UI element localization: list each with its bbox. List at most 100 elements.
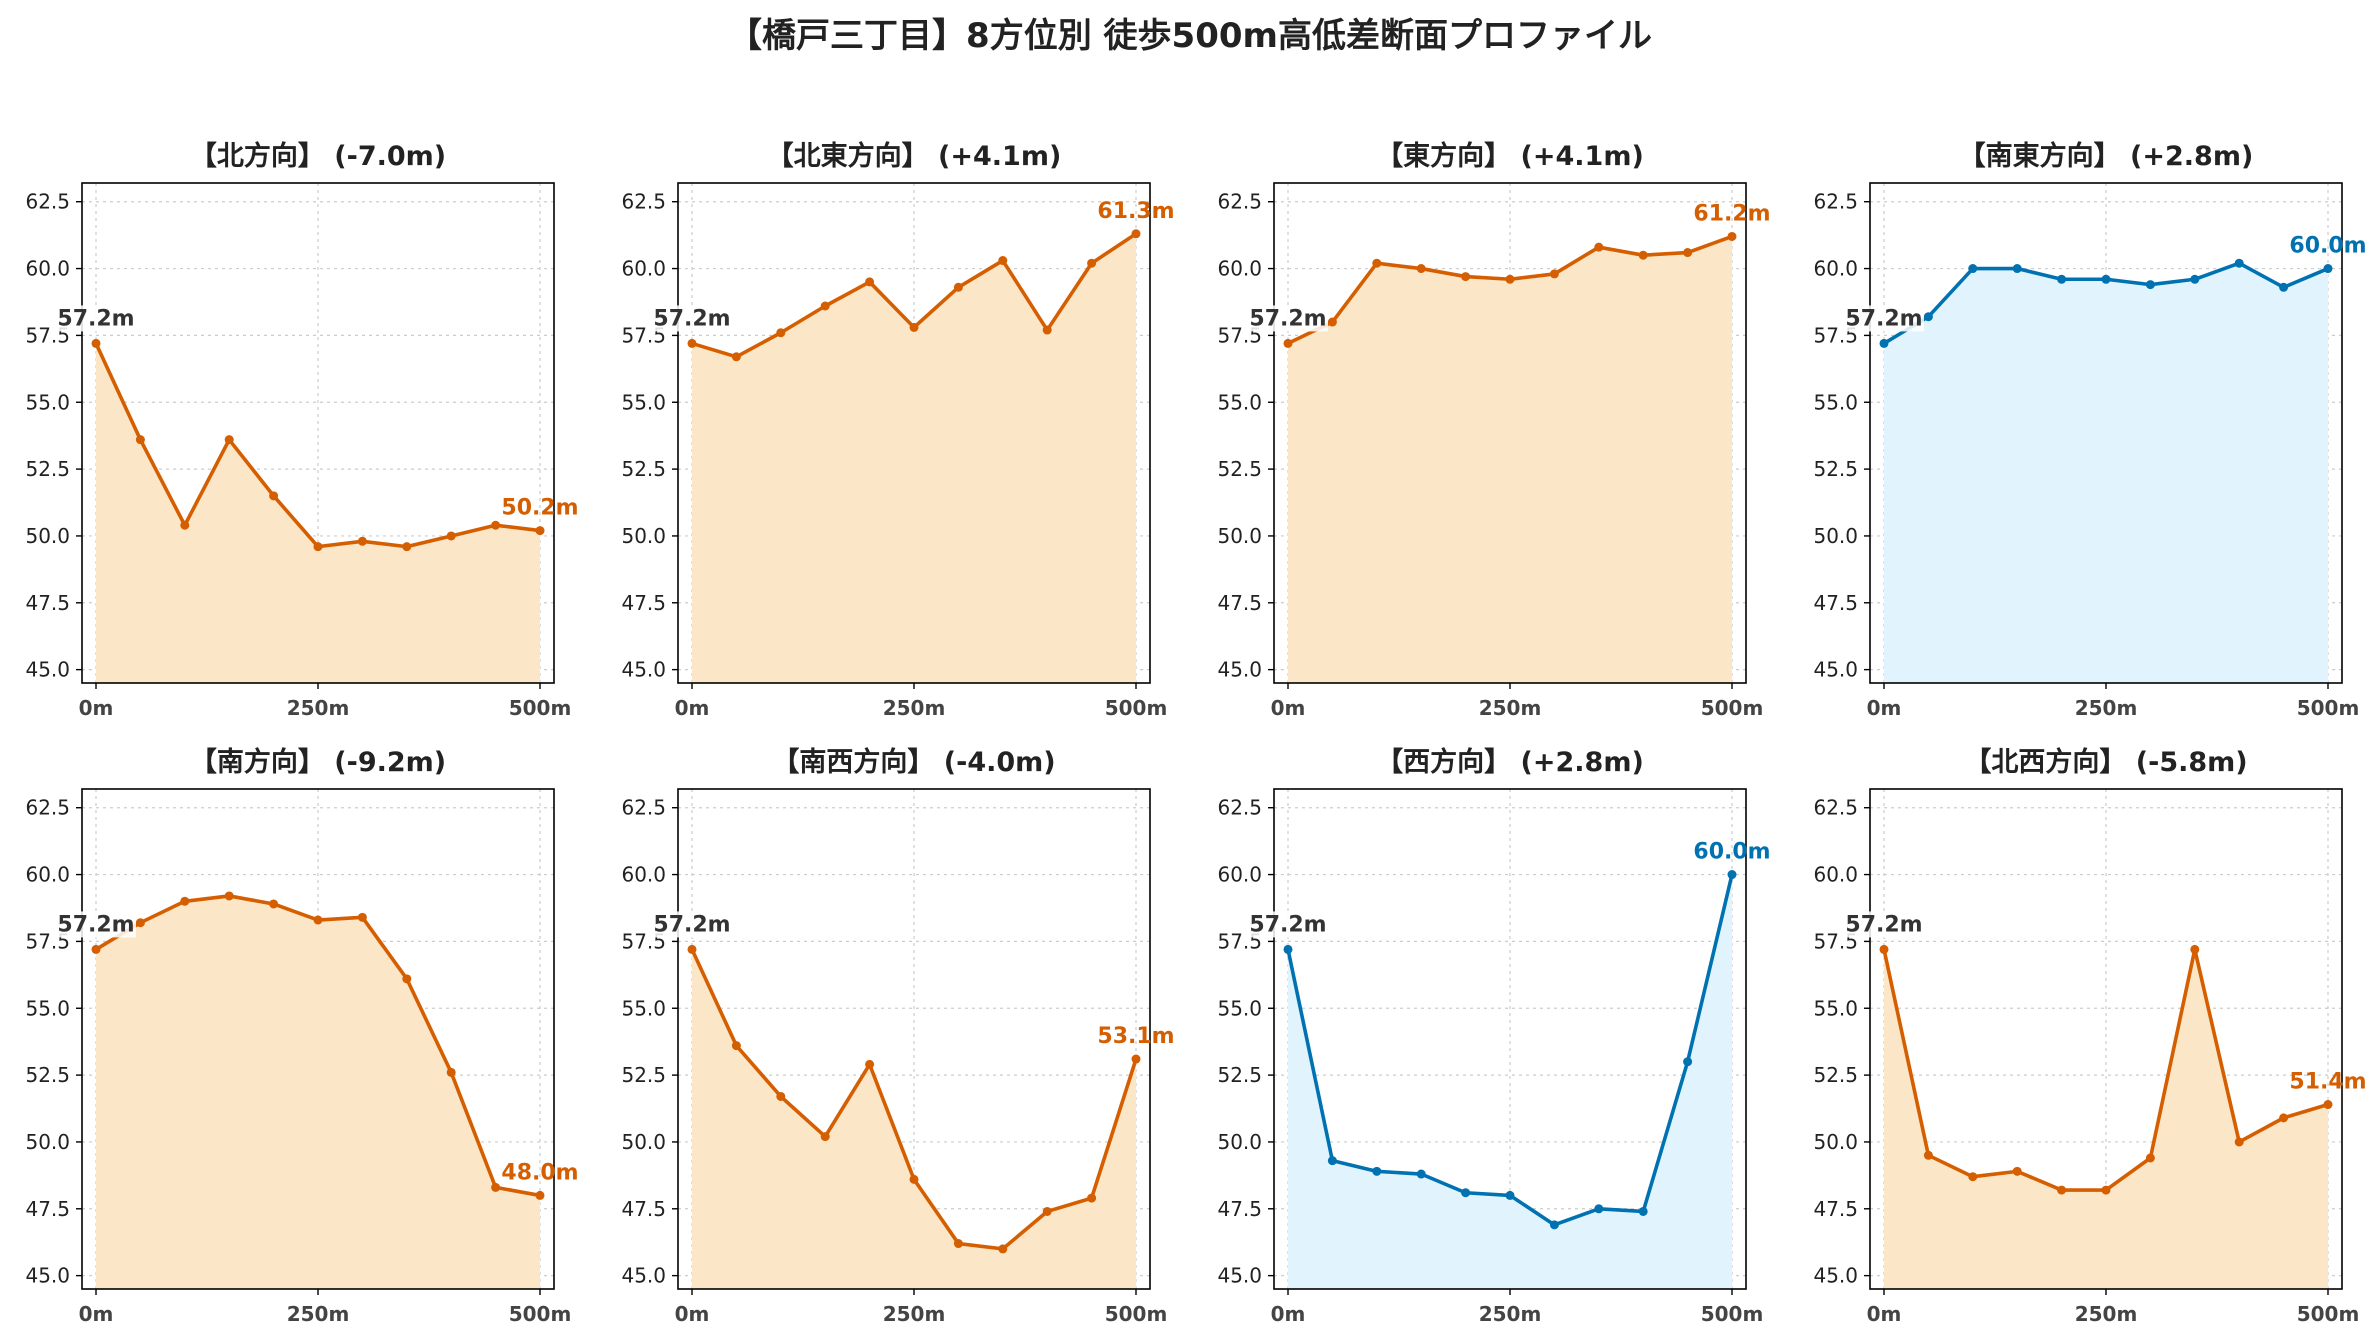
start-label: 57.2m (57, 306, 134, 331)
y-tick-label: 45.0 (25, 658, 70, 682)
y-tick-label: 55.0 (1813, 996, 1858, 1020)
x-tick-label: 500m (1105, 1302, 1168, 1326)
start-label-background (652, 305, 732, 332)
start-label-background (1248, 911, 1328, 938)
data-point (535, 526, 545, 536)
chart-panel: 【南方向】 (-9.2m)45.047.550.052.555.057.560.… (25, 746, 578, 1326)
data-point (224, 435, 234, 445)
x-tick-label: 500m (1701, 1302, 1764, 1326)
data-point (2145, 1153, 2155, 1163)
x-tick-label: 250m (1479, 1302, 1542, 1326)
y-tick-label: 62.5 (621, 190, 666, 214)
start-label: 57.2m (653, 306, 730, 331)
y-tick-label: 60.0 (1217, 863, 1262, 887)
data-point (535, 1190, 545, 1200)
data-point (180, 520, 190, 530)
data-point (2101, 274, 2111, 284)
data-point (1283, 338, 1293, 348)
data-point (2279, 282, 2289, 292)
y-tick-label: 52.5 (621, 457, 666, 481)
data-point (865, 1059, 875, 1069)
data-point (2012, 1166, 2022, 1176)
data-point (2012, 264, 2022, 274)
y-tick-label: 45.0 (25, 1264, 70, 1288)
x-tick-label: 0m (79, 1302, 114, 1326)
data-point (1727, 231, 1737, 241)
y-tick-label: 50.0 (621, 524, 666, 548)
x-tick-label: 500m (509, 1302, 572, 1326)
data-point (402, 974, 412, 984)
data-point (1879, 338, 1889, 348)
data-point (313, 542, 323, 552)
elevation-area (1288, 236, 1732, 683)
data-point (357, 536, 367, 546)
x-tick-label: 0m (1867, 1302, 1902, 1326)
x-tick-label: 500m (2297, 1302, 2360, 1326)
y-tick-label: 60.0 (621, 863, 666, 887)
y-tick-label: 50.0 (1813, 524, 1858, 548)
x-tick-label: 500m (2297, 696, 2360, 720)
data-point (1683, 1057, 1693, 1067)
data-point (1087, 258, 1097, 268)
y-tick-label: 50.0 (25, 1130, 70, 1154)
data-point (687, 944, 697, 954)
data-point (1131, 229, 1141, 239)
y-tick-label: 62.5 (621, 796, 666, 820)
y-tick-label: 60.0 (1217, 257, 1262, 281)
data-point (1594, 1204, 1604, 1214)
data-point (1416, 264, 1426, 274)
data-point (1683, 248, 1693, 258)
elevation-area (692, 233, 1136, 684)
y-tick-label: 47.5 (1813, 1197, 1858, 1221)
data-point (731, 1041, 741, 1051)
data-point (491, 520, 501, 530)
data-point (357, 912, 367, 922)
y-tick-label: 45.0 (621, 658, 666, 682)
x-tick-label: 250m (2075, 696, 2138, 720)
chart-panel: 【北西方向】 (-5.8m)45.047.550.052.555.057.560… (1813, 746, 2366, 1326)
x-tick-label: 0m (1271, 696, 1306, 720)
data-point (2057, 274, 2067, 284)
chart-title: 【北西方向】 (-5.8m) (1964, 746, 2247, 778)
start-label: 57.2m (1845, 912, 1922, 937)
y-tick-label: 47.5 (1217, 1197, 1262, 1221)
y-tick-label: 50.0 (1813, 1130, 1858, 1154)
data-point (180, 896, 190, 906)
data-point (2101, 1185, 2111, 1195)
chart-panel: 【北東方向】 (+4.1m)45.047.550.052.555.057.560… (621, 140, 1174, 720)
data-point (909, 322, 919, 332)
page-title: 【橋戸三丁目】8方位別 徒歩500m高低差断面プロファイル (728, 16, 1652, 56)
data-point (731, 352, 741, 362)
data-point (909, 1174, 919, 1184)
y-tick-label: 62.5 (25, 190, 70, 214)
y-tick-label: 60.0 (621, 257, 666, 281)
end-label: 60.0m (1693, 840, 1770, 865)
y-tick-label: 55.0 (1813, 390, 1858, 414)
data-point (135, 918, 145, 928)
y-tick-label: 62.5 (1813, 796, 1858, 820)
data-point (1968, 1172, 1978, 1182)
data-point (135, 435, 145, 445)
chart-panel: 【北方向】 (-7.0m)45.047.550.052.555.057.560.… (25, 140, 578, 720)
y-tick-label: 60.0 (25, 257, 70, 281)
y-tick-label: 50.0 (25, 524, 70, 548)
elevation-area (1288, 874, 1732, 1289)
chart-panel: 【東方向】 (+4.1m)45.047.550.052.555.057.560.… (1217, 140, 1770, 720)
x-tick-label: 0m (1867, 696, 1902, 720)
chart-title: 【北方向】 (-7.0m) (190, 140, 446, 172)
start-label-background (56, 305, 136, 332)
x-tick-label: 250m (287, 696, 350, 720)
data-point (1131, 1054, 1141, 1064)
y-tick-label: 47.5 (25, 1197, 70, 1221)
end-label: 50.2m (501, 496, 578, 521)
data-point (2323, 264, 2333, 274)
data-point (1638, 250, 1648, 260)
x-tick-label: 0m (675, 696, 710, 720)
data-point (224, 891, 234, 901)
start-label: 57.2m (1845, 306, 1922, 331)
x-tick-label: 500m (1105, 696, 1168, 720)
x-tick-label: 250m (287, 1302, 350, 1326)
start-label: 57.2m (1249, 306, 1326, 331)
y-tick-label: 50.0 (1217, 1130, 1262, 1154)
